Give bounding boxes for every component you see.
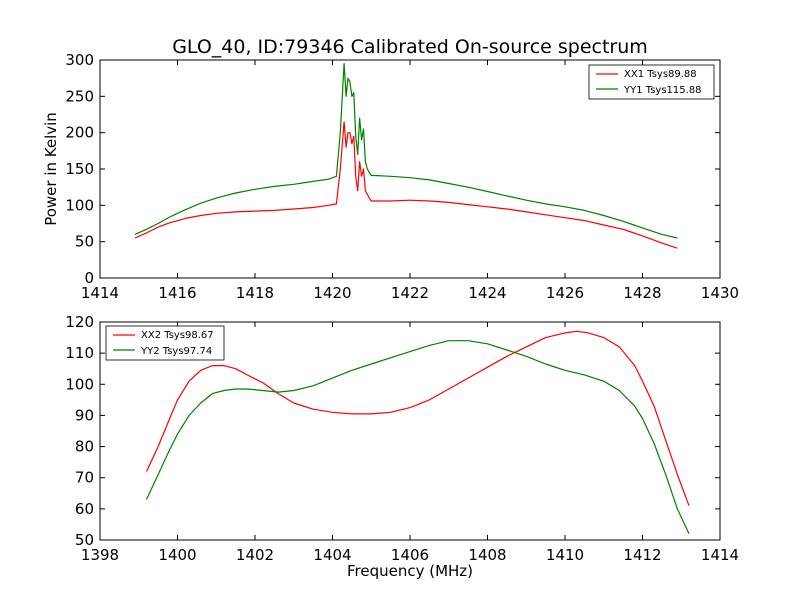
bottom-y-tick-label: 110 xyxy=(65,344,94,362)
top-legend: XX1 Tsys89.88 YY1 Tsys115.88 xyxy=(588,64,715,100)
top-x-tick-label: 1424 xyxy=(468,284,506,302)
top-y-tick-label: 50 xyxy=(75,233,94,251)
bottom-x-ticks: 1398 1400 1402 1404 1406 1408 1410 1412 1414 xyxy=(81,322,739,564)
bottom-series-line-0 xyxy=(145,330,690,506)
bottom-x-tick-label: 1410 xyxy=(546,546,584,564)
top-x-tick-label: 1422 xyxy=(391,284,429,302)
top-y-tick-label: 200 xyxy=(65,124,94,142)
top-x-tick-label: 1420 xyxy=(313,284,351,302)
bottom-y-tick-label: 70 xyxy=(75,469,94,487)
bottom-plot-lines xyxy=(145,330,690,535)
top-x-tick-label: 1428 xyxy=(623,284,661,302)
bottom-legend-label-yy2: YY2 Tsys97.74 xyxy=(140,346,212,357)
bottom-x-tick-label: 1404 xyxy=(313,546,351,564)
top-y-tick-label: 0 xyxy=(84,269,94,287)
top-series-line-1 xyxy=(134,63,678,239)
bottom-legend-label-xx2: XX2 Tsys98.67 xyxy=(141,330,214,341)
chart-title: GLO_40, ID:79346 Calibrated On-source sp… xyxy=(172,36,648,58)
bottom-y-tick-label: 100 xyxy=(65,375,94,393)
top-x-tick-label: 1430 xyxy=(701,284,739,302)
top-subplot: 1414 1416 1418 1420 1422 1424 1426 1428 1430 0 50… xyxy=(42,51,739,302)
top-y-tick-label: 100 xyxy=(65,196,94,214)
bottom-y-tick-label: 50 xyxy=(75,531,94,549)
bottom-x-tick-label: 1398 xyxy=(81,546,119,564)
top-series-line-0 xyxy=(134,121,678,249)
bottom-x-tick-label: 1402 xyxy=(236,546,274,564)
top-y-tick-label: 250 xyxy=(65,87,94,105)
bottom-x-axis-label: Frequency (MHz) xyxy=(347,562,473,580)
bottom-y-tick-label: 60 xyxy=(75,500,94,518)
bottom-y-ticks: 50 60 70 80 90 100 110 120 xyxy=(65,313,720,549)
top-plot-lines xyxy=(134,63,678,249)
top-y-ticks: 0 50 100 150 200 250 300 xyxy=(65,51,720,287)
top-legend-label-yy1: YY1 Tsys115.88 xyxy=(623,85,702,96)
top-x-tick-label: 1418 xyxy=(236,284,274,302)
bottom-y-tick-label: 120 xyxy=(65,313,94,331)
bottom-y-tick-label: 90 xyxy=(75,406,94,424)
bottom-y-tick-label: 80 xyxy=(75,438,94,456)
top-legend-box xyxy=(588,64,715,100)
bottom-x-tick-label: 1400 xyxy=(158,546,196,564)
top-y-tick-label: 300 xyxy=(65,51,94,69)
bottom-x-tick-label: 1408 xyxy=(468,546,506,564)
top-y-tick-label: 150 xyxy=(65,160,94,178)
bottom-x-tick-label: 1412 xyxy=(623,546,661,564)
bottom-subplot: 1398 1400 1402 1404 1406 1408 1410 1412 1414 50 6… xyxy=(65,313,739,580)
bottom-series-line-1 xyxy=(145,340,690,535)
bottom-legend: XX2 Tsys98.67 YY2 Tsys97.74 xyxy=(105,325,225,361)
top-legend-label-xx1: XX1 Tsys89.88 xyxy=(624,69,697,80)
top-y-axis-label: Power in Kelvin xyxy=(42,112,60,226)
bottom-x-tick-label: 1406 xyxy=(391,546,429,564)
bottom-x-tick-label: 1414 xyxy=(701,546,739,564)
top-x-ticks: 1414 1416 1418 1420 1422 1424 1426 1428 1430 xyxy=(81,60,739,302)
bottom-legend-box xyxy=(105,325,225,361)
top-x-tick-label: 1426 xyxy=(546,284,584,302)
top-x-tick-label: 1416 xyxy=(158,284,196,302)
top-x-tick-label: 1414 xyxy=(81,284,119,302)
